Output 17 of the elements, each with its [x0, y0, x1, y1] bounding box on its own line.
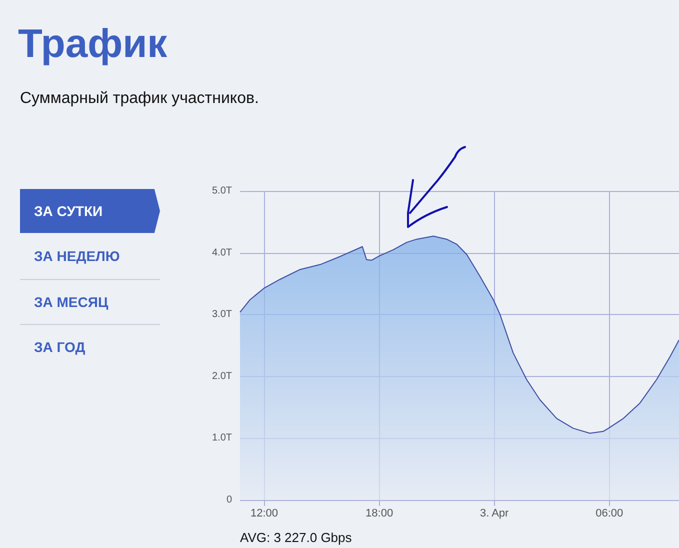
y-tick-label: 2.0T — [212, 370, 232, 382]
y-tick-label: 1.0T — [212, 432, 232, 444]
y-tick-label: 3.0T — [212, 309, 232, 320]
x-tick-label: 3. Apr — [480, 508, 510, 520]
x-tick-label: 06:00 — [596, 508, 624, 520]
text: ЗА МЕСЯЦ — [20, 279, 160, 323]
y-tick-label: 0 — [226, 494, 232, 506]
y-tick-label: 5.0T — [212, 186, 232, 196]
x-tick-label: 12:00 — [250, 508, 278, 520]
text: ЗА НЕДЕЛЮ — [33, 247, 121, 266]
chart-title: Трафик — [18, 22, 168, 67]
text: ЗА СУТКИ — [20, 189, 160, 233]
x-tick-label: 18:00 — [366, 508, 394, 520]
y-tick-label: 4.0T — [212, 247, 232, 258]
text: AVG: 3 227.0 Gbps — [240, 530, 352, 545]
text: ЗА ГОД — [20, 324, 160, 368]
chart-subtitle: Суммарный трафик участников. — [20, 90, 259, 108]
